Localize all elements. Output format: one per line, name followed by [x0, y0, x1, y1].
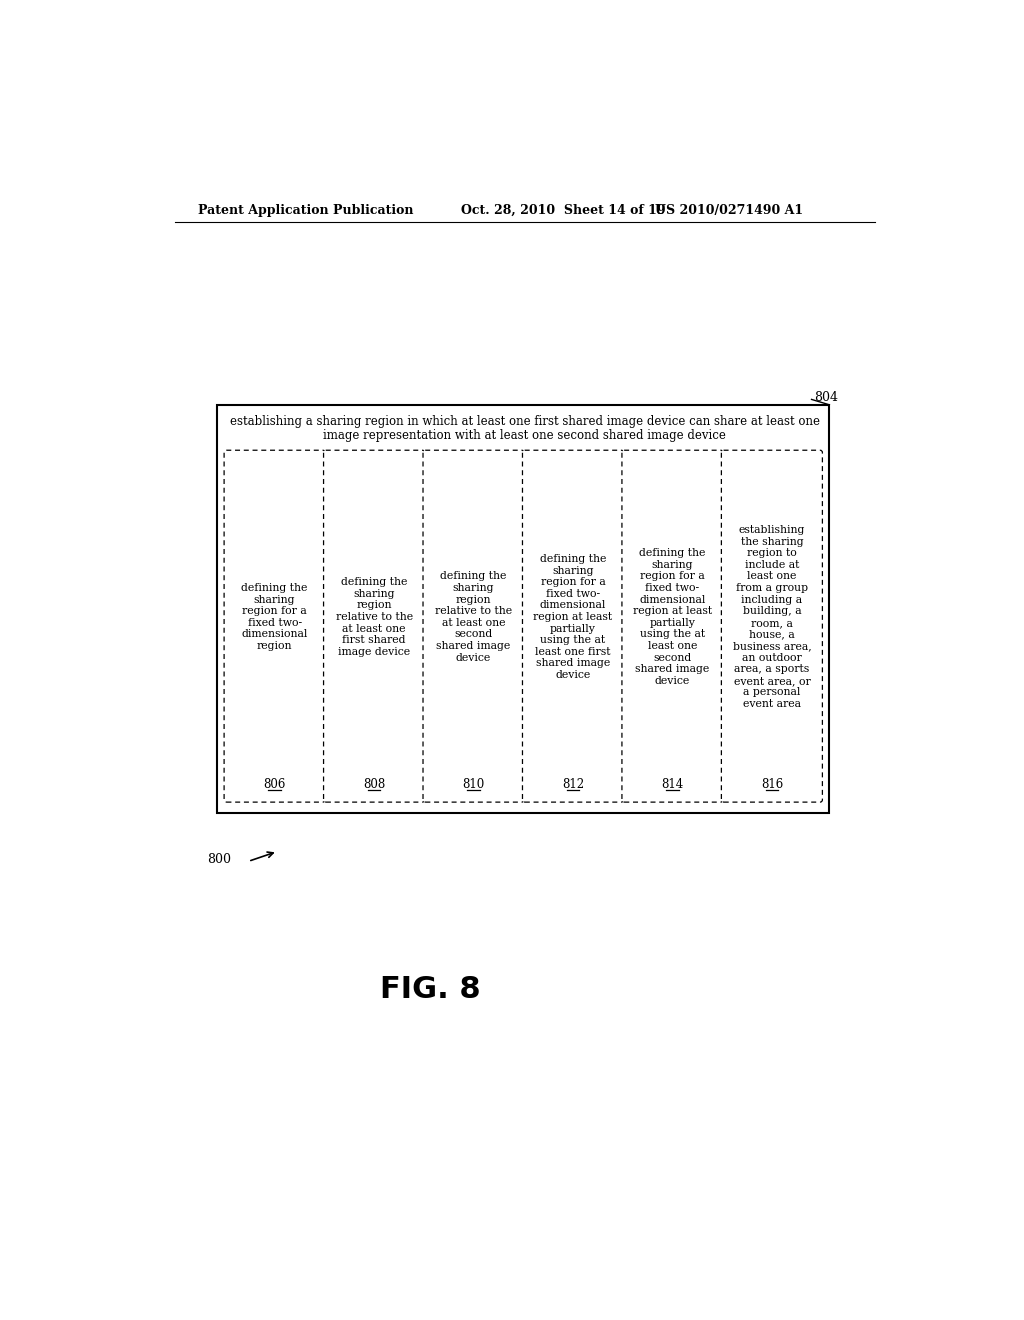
Text: 806: 806	[263, 777, 286, 791]
Text: image representation with at least one second shared image device: image representation with at least one s…	[324, 429, 726, 442]
Text: Oct. 28, 2010  Sheet 14 of 19: Oct. 28, 2010 Sheet 14 of 19	[461, 205, 666, 218]
FancyBboxPatch shape	[622, 450, 723, 803]
FancyBboxPatch shape	[217, 405, 829, 813]
Text: defining the
sharing
region
relative to the
at least one
first shared
image devi: defining the sharing region relative to …	[336, 577, 413, 657]
Text: 812: 812	[562, 777, 584, 791]
Text: establishing
the sharing
region to
include at
least one
from a group
including a: establishing the sharing region to inclu…	[732, 525, 811, 709]
Text: 810: 810	[463, 777, 484, 791]
FancyBboxPatch shape	[224, 450, 325, 803]
Text: 808: 808	[362, 777, 385, 791]
Text: FIG. 8: FIG. 8	[380, 975, 480, 1005]
Text: 814: 814	[662, 777, 684, 791]
FancyBboxPatch shape	[423, 450, 524, 803]
Text: 800: 800	[207, 853, 230, 866]
Text: defining the
sharing
region for a
fixed two-
dimensional
region: defining the sharing region for a fixed …	[242, 583, 308, 651]
FancyBboxPatch shape	[721, 450, 822, 803]
Text: defining the
sharing
region for a
fixed two-
dimensional
region at least
partial: defining the sharing region for a fixed …	[534, 554, 612, 680]
Text: defining the
sharing
region
relative to the
at least one
second
shared image
dev: defining the sharing region relative to …	[435, 572, 512, 663]
Text: defining the
sharing
region for a
fixed two-
dimensional
region at least
partial: defining the sharing region for a fixed …	[633, 548, 712, 685]
Text: Patent Application Publication: Patent Application Publication	[198, 205, 414, 218]
Text: establishing a sharing region in which at least one first shared image device ca: establishing a sharing region in which a…	[229, 416, 820, 428]
FancyBboxPatch shape	[324, 450, 425, 803]
Text: US 2010/0271490 A1: US 2010/0271490 A1	[655, 205, 803, 218]
FancyBboxPatch shape	[522, 450, 624, 803]
Text: 804: 804	[814, 391, 838, 404]
Text: 816: 816	[761, 777, 783, 791]
